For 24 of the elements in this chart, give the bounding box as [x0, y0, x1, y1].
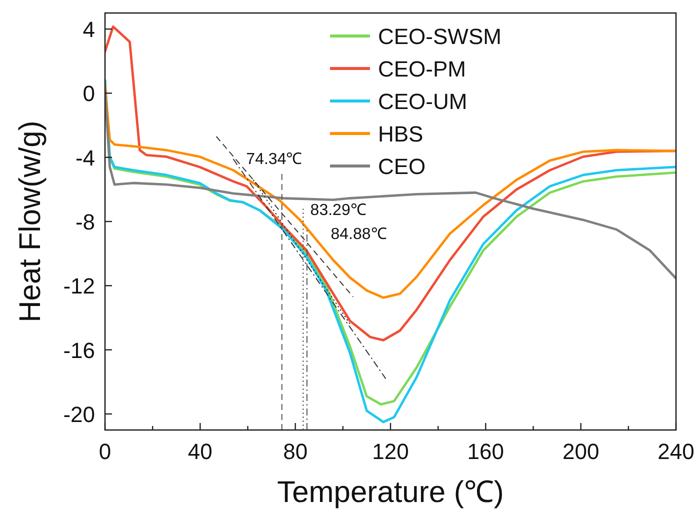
- ref-line-label: 84.88℃: [330, 226, 387, 244]
- y-tick-label: 4: [82, 17, 95, 42]
- legend-label: CEO-UM: [378, 89, 468, 114]
- x-tick-label: 0: [98, 439, 112, 464]
- ref-line-label: 74.34℃: [246, 150, 302, 168]
- legend-label: CEO-SWSM: [378, 24, 502, 49]
- ref-line-label: 83.29℃: [310, 202, 366, 220]
- x-tick-label: 240: [658, 439, 694, 464]
- y-tick-label: 0: [82, 81, 95, 106]
- legend-label: CEO-PM: [378, 56, 466, 82]
- x-tick-label: 120: [372, 439, 409, 464]
- x-tick-label: 160: [467, 439, 504, 464]
- y-tick-label: -12: [63, 274, 95, 299]
- y-axis-title: Heat Flow(w/g): [14, 120, 47, 322]
- x-axis-title: Temperature (℃): [277, 476, 504, 509]
- legend-label: HBS: [378, 122, 424, 146]
- y-tick-label: -8: [75, 210, 95, 234]
- y-tick-label: -20: [63, 402, 95, 427]
- x-tick-label: 200: [562, 439, 600, 464]
- y-tick-label: -4: [75, 145, 95, 170]
- legend-label: CEO: [378, 154, 426, 179]
- x-tick-label: 80: [283, 439, 308, 464]
- x-tick-label: 40: [188, 439, 212, 464]
- y-tick-label: -16: [63, 338, 95, 363]
